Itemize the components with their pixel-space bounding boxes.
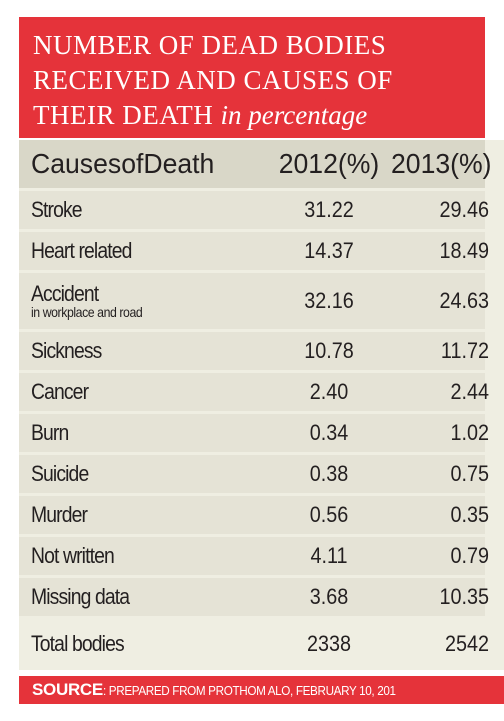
value-2012-cell: 0.38 [309,461,349,486]
table-row: Cancer 2.40 2.44 [19,373,489,411]
value-2012-cell: 31.22 [304,197,354,222]
column-header-2012: 2012(%) [278,148,380,179]
table-row: Heart related 14.37 18.49 [19,232,489,270]
value-2012-cell: 2.40 [309,379,349,404]
value-2013-cell: 24.63 [439,288,489,313]
value-2012-cell: 3.68 [309,584,349,609]
column-header-2013: 2013(%) [391,148,492,179]
cause-cell: Suicide [31,461,89,486]
column-header-cause: CausesofDeath [31,148,215,179]
value-2013-cell: 0.79 [450,543,489,568]
chart-title: NUMBER OF DEAD BODIES RECEIVED AND CAUSE… [19,17,485,138]
cause-cell: Cancer [31,379,89,404]
cause-cell: Heart related [31,238,132,263]
value-2013-cell: 18.49 [439,238,489,263]
cause-cell: Stroke [31,197,83,222]
source-bar: SOURCE: PREPARED FROM PROTHOM ALO, FEBRU… [19,676,504,704]
title-line-2: RECEIVED AND CAUSES OF [33,65,393,95]
value-2013-cell: 1.02 [450,420,489,445]
cause-label: Accident [31,280,99,306]
table-total-row: Total bodies 2338 2542 [19,622,489,666]
value-2013-cell: 2542 [444,631,489,656]
table-row: Burn 0.34 1.02 [19,414,489,452]
cause-cell: Burn [31,420,69,445]
title-line-3-text: THEIR DEATH [33,100,214,130]
value-2013-cell: 11.72 [440,338,489,363]
source-label: SOURCE [32,680,103,699]
table-row: Not written 4.11 0.79 [19,537,489,575]
value-2012-cell: 2338 [306,631,352,656]
table-row: Suicide 0.38 0.75 [19,455,489,493]
cause-cell: Total bodies [31,631,125,656]
title-line-1: NUMBER OF DEAD BODIES [33,30,387,60]
table-row: Stroke 31.22 29.46 [19,191,489,229]
value-2012-cell: 0.34 [309,420,349,445]
value-2013-cell: 0.75 [450,461,489,486]
table-header-row: CausesofDeath 2012(%) 2013(%) [19,140,492,188]
title-line-3: THEIR DEATH in percentage [33,98,485,133]
cause-cell: Missing data [31,584,130,609]
table-row: Missing data 3.68 10.35 [19,578,489,616]
cause-cell: Not written [31,543,115,568]
table-row: Murder 0.56 0.35 [19,496,489,534]
value-2013-cell: 29.46 [439,197,489,222]
cause-sublabel: in workplace and road [31,303,143,320]
data-table: CausesofDeath 2012(%) 2013(%) Stroke 31.… [19,140,504,670]
value-2012-cell: 4.11 [310,543,348,568]
value-2012-cell: 10.78 [304,338,354,363]
table-row: Accident in workplace and road 32.16 24.… [19,273,489,329]
value-2013-cell: 0.35 [450,502,489,527]
cause-cell: Murder [31,502,88,527]
cause-cell: Accident in workplace and road [31,273,143,329]
table-row: Sickness 10.78 11.72 [19,332,489,370]
cause-cell: Sickness [31,338,102,363]
source-text: : PREPARED FROM PROTHOM ALO, FEBRUARY 10… [102,682,396,698]
value-2013-cell: 2.44 [450,379,489,404]
title-emphasis: in percentage [220,100,368,130]
value-2012-cell: 0.56 [309,502,349,527]
value-2012-cell: 32.16 [304,288,354,313]
value-2012-cell: 14.37 [304,238,354,263]
value-2013-cell: 10.35 [439,584,489,609]
